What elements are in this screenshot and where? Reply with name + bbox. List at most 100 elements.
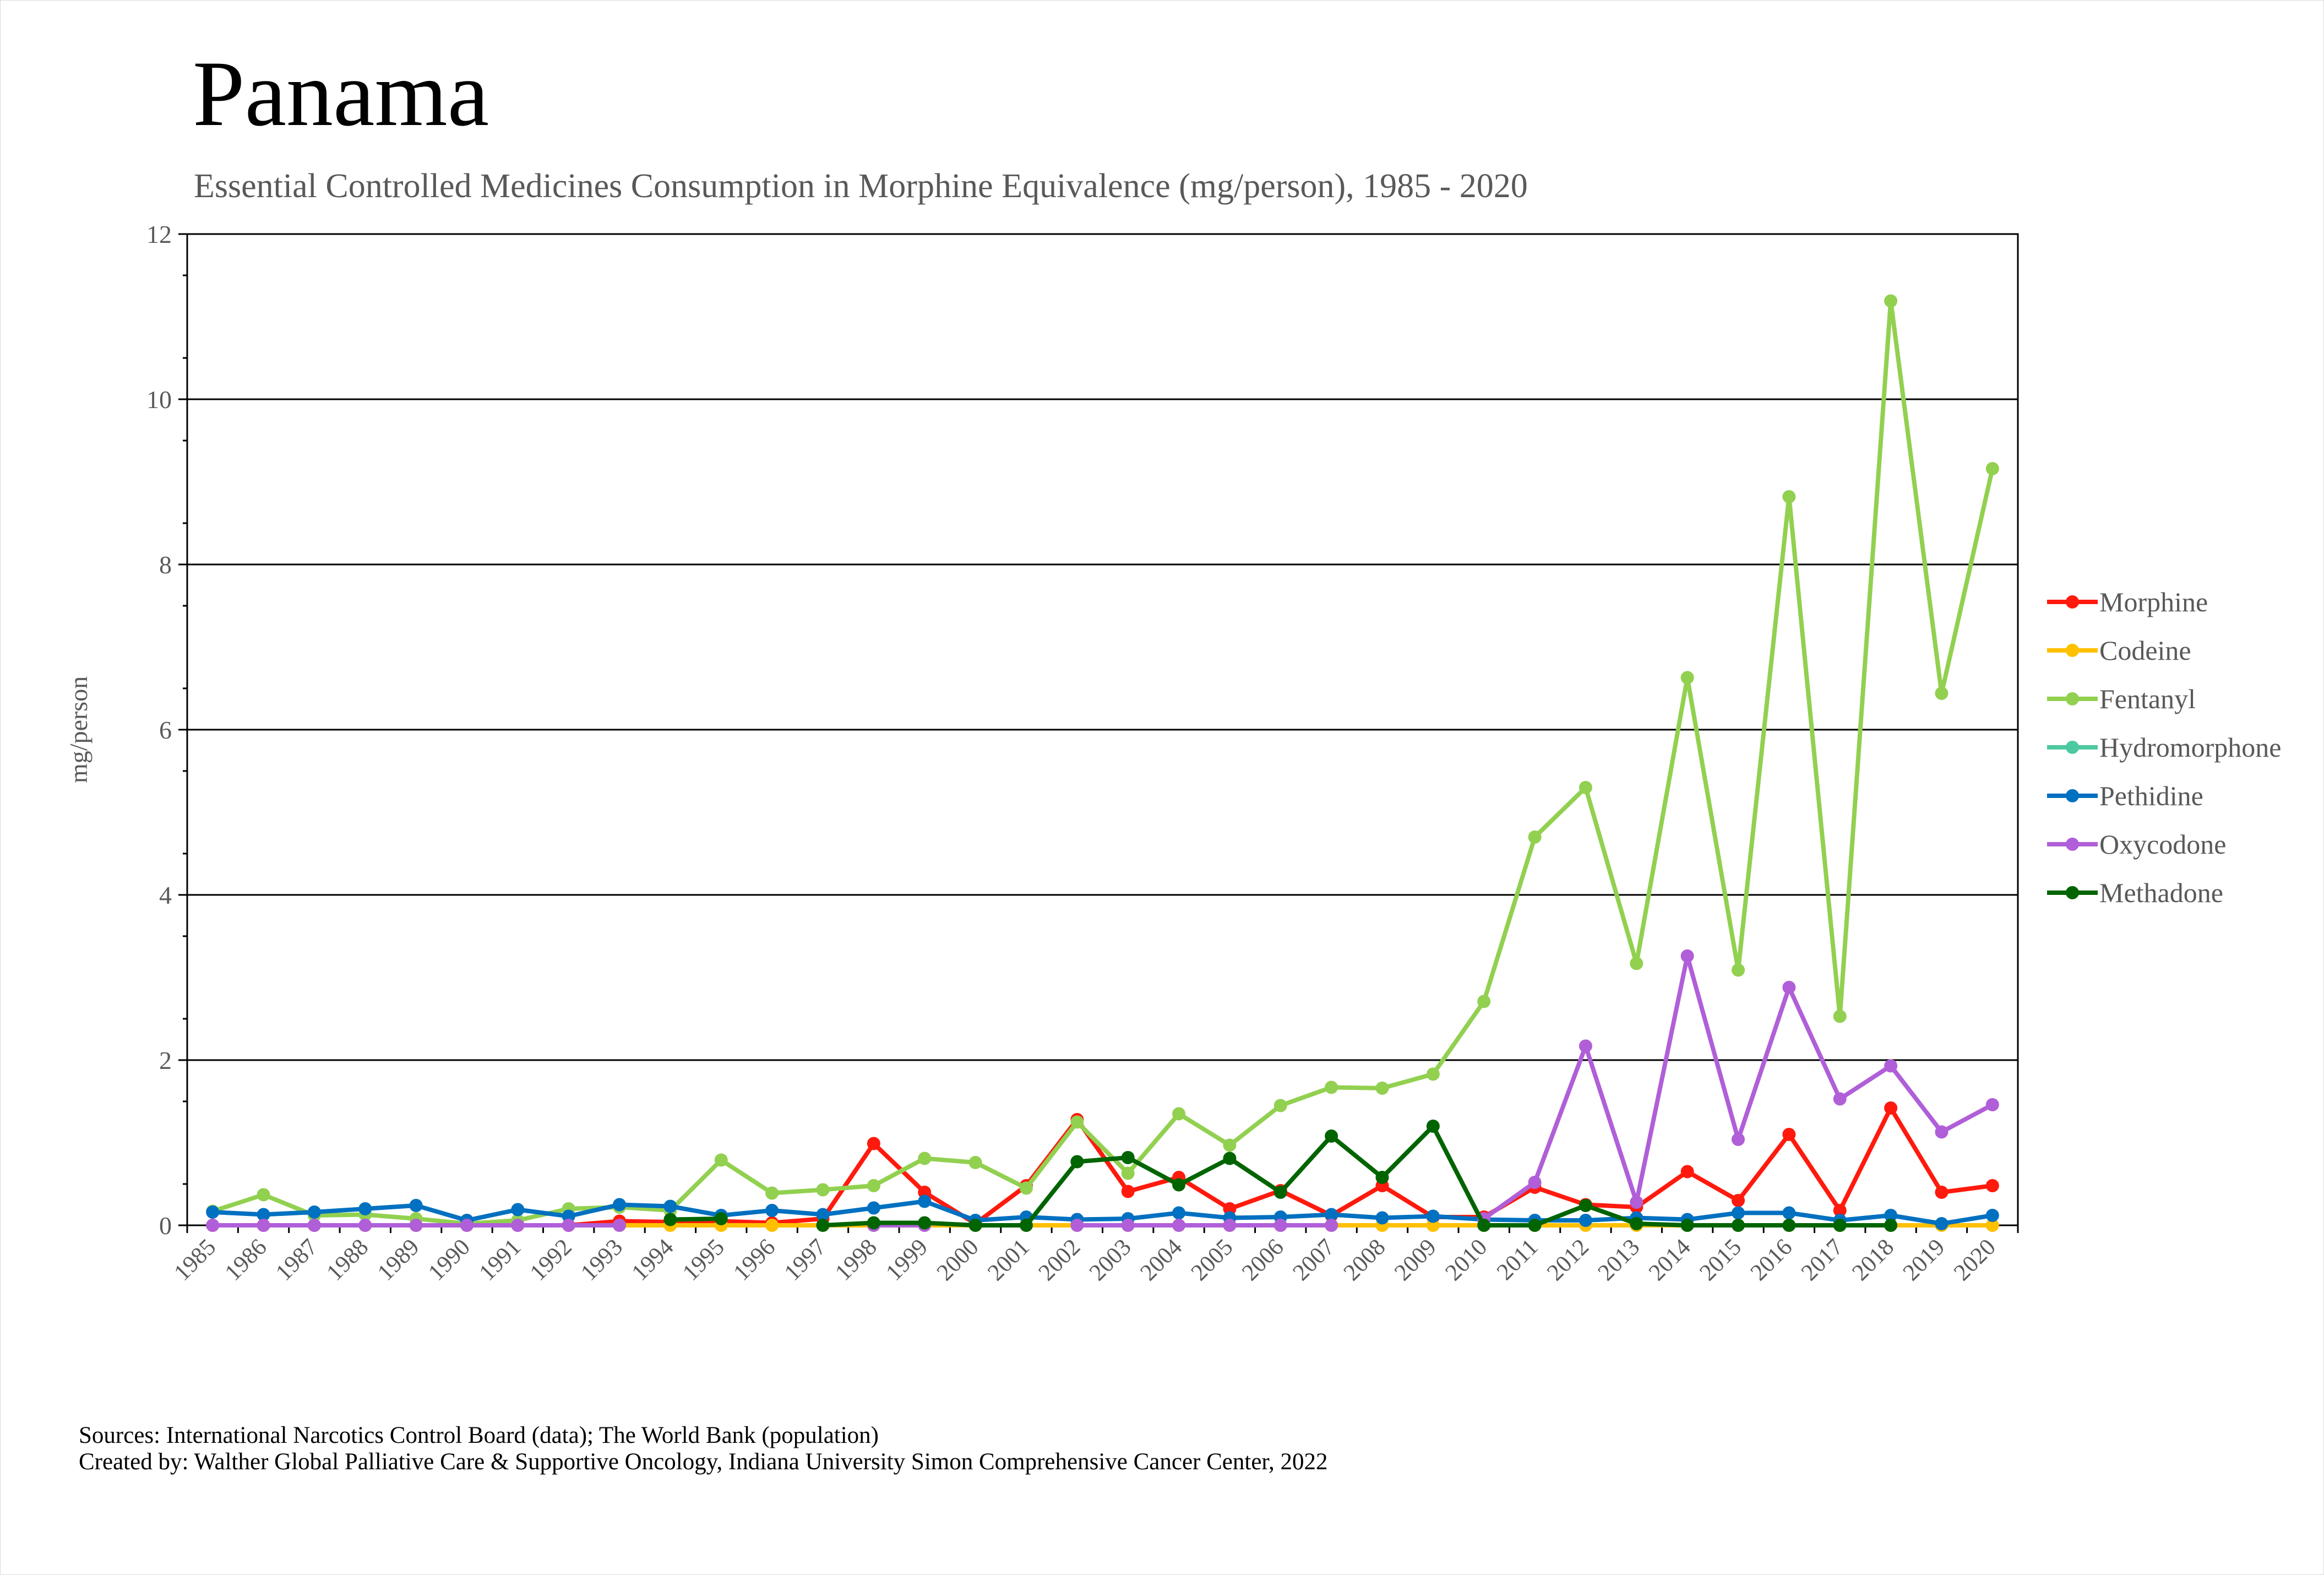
data-point	[1579, 1214, 1592, 1227]
data-point	[1680, 671, 1694, 685]
data-point	[613, 1219, 627, 1232]
data-point	[358, 1219, 372, 1232]
data-point	[1121, 1166, 1135, 1180]
x-tick-label: 1995	[678, 1234, 730, 1286]
x-tick-label: 2011	[1492, 1234, 1543, 1285]
source-note: Sources: International Narcotics Control…	[79, 1422, 879, 1448]
data-point	[968, 1219, 982, 1232]
data-point	[663, 1199, 677, 1213]
data-point	[1935, 1186, 1949, 1199]
data-point	[613, 1198, 627, 1212]
data-point	[1680, 949, 1694, 963]
legend-swatch-marker	[2066, 886, 2079, 899]
data-point	[1732, 1206, 1745, 1220]
data-point	[1782, 1219, 1796, 1232]
y-tick-label: 0	[159, 1212, 172, 1240]
series-fentanyl	[206, 294, 1999, 1230]
x-tick-label: 2017	[1797, 1234, 1848, 1286]
x-tick-label: 2005	[1186, 1234, 1238, 1286]
series-line	[210, 298, 1995, 1226]
legend: Morphine Codeine Fentanyl Hydromorphone Peth…	[2047, 586, 2282, 908]
data-point	[1121, 1219, 1135, 1232]
data-point	[1884, 1059, 1898, 1073]
data-point	[257, 1219, 270, 1232]
x-tick-label: 1989	[373, 1234, 424, 1286]
series-line	[210, 1106, 1995, 1228]
data-point	[1019, 1219, 1033, 1232]
data-point	[1223, 1152, 1237, 1165]
x-tick-label: 2020	[1949, 1234, 2001, 1286]
data-point	[765, 1186, 779, 1200]
data-point	[1782, 981, 1796, 994]
data-point	[511, 1219, 525, 1232]
chart-subtitle: Essential Controlled Medicines Consumpti…	[194, 167, 1528, 205]
data-point	[1884, 294, 1898, 308]
data-point	[1070, 1219, 1084, 1232]
credit-note: Created by: Walther Global Palliative Ca…	[79, 1449, 1328, 1475]
legend-swatch-marker	[2066, 789, 2079, 802]
x-tick-label: 1991	[474, 1234, 526, 1286]
x-tick-label: 2014	[1644, 1234, 1696, 1286]
data-point	[1375, 1082, 1389, 1095]
data-point	[1680, 1165, 1694, 1178]
x-tick-label: 2004	[1135, 1234, 1187, 1286]
data-point	[1273, 1219, 1287, 1232]
data-point	[765, 1219, 779, 1232]
data-point	[562, 1209, 575, 1223]
x-tick-label: 1986	[220, 1234, 272, 1286]
data-point	[663, 1213, 677, 1226]
data-point	[1325, 1219, 1338, 1232]
data-point	[1630, 1196, 1643, 1209]
data-point	[1935, 1125, 1949, 1139]
x-tick-label: 2001	[983, 1234, 1035, 1286]
data-point	[1833, 1009, 1847, 1023]
legend-swatch-marker	[2066, 692, 2079, 705]
data-point	[1325, 1080, 1338, 1094]
x-tick-label: 1996	[728, 1234, 780, 1286]
data-point	[1985, 1098, 1999, 1111]
legend-label: Pethidine	[2099, 780, 2203, 811]
data-point	[918, 1216, 932, 1230]
data-point	[714, 1212, 728, 1225]
legend-item-oxycodone: Oxycodone	[2047, 829, 2227, 860]
data-point	[1019, 1181, 1033, 1195]
data-point	[206, 1219, 220, 1232]
y-tick-label: 10	[146, 385, 172, 414]
x-tick-label: 1998	[830, 1234, 882, 1286]
data-point	[358, 1202, 372, 1215]
data-point	[1935, 1217, 1949, 1230]
legend-label: Hydromorphone	[2099, 732, 2282, 763]
data-point	[1732, 1194, 1745, 1207]
data-point	[1223, 1202, 1237, 1215]
axes: 0246810121985198619871988198919901991199…	[64, 220, 2019, 1286]
data-point	[1273, 1099, 1287, 1112]
y-tick-label: 8	[159, 551, 172, 579]
series-oxycodone	[206, 949, 1999, 1232]
chart-title: Panama	[193, 42, 489, 145]
data-point	[1579, 1039, 1592, 1053]
legend-label: Methadone	[2099, 877, 2223, 908]
legend-item-morphine: Morphine	[2047, 586, 2208, 617]
x-tick-label: 1987	[271, 1234, 323, 1286]
data-point	[1172, 1178, 1186, 1192]
data-point	[918, 1186, 932, 1199]
legend-swatch-marker	[2066, 838, 2079, 851]
legend-swatch-marker	[2066, 644, 2079, 657]
data-point	[1528, 1176, 1542, 1189]
legend-swatch-marker	[2066, 595, 2079, 609]
data-point	[867, 1137, 880, 1150]
data-point	[1426, 1219, 1440, 1232]
y-tick-label: 6	[159, 716, 172, 744]
x-tick-label: 2016	[1745, 1234, 1797, 1286]
data-point	[1680, 1219, 1694, 1232]
legend-label: Fentanyl	[2099, 683, 2196, 714]
x-tick-label: 2019	[1898, 1234, 1950, 1286]
data-point	[1528, 830, 1542, 844]
x-tick-label: 2002	[1033, 1234, 1085, 1286]
data-point	[1732, 963, 1745, 977]
data-point	[1273, 1186, 1287, 1199]
data-point	[816, 1183, 830, 1197]
x-tick-label: 2010	[1440, 1234, 1492, 1286]
legend-label: Morphine	[2099, 586, 2208, 617]
data-point	[1121, 1185, 1135, 1198]
